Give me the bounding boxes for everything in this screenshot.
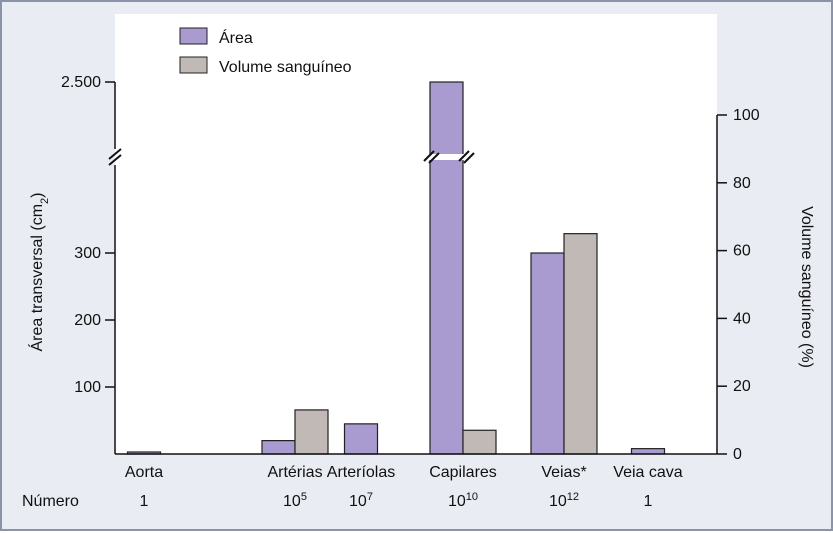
y-tick-label-right: 0 [733,446,742,463]
legend: Área Volume sanguíneo [179,27,352,76]
number-label: 1 [644,493,653,510]
category-label: Veias* [541,464,586,481]
category-label: Aorta [125,464,163,481]
y-tick-label-left: 100 [74,379,101,396]
bar-break-mark [423,150,475,164]
y-tick-label-right: 60 [733,243,751,260]
category-label: Arteríolas [327,464,395,481]
bar-area [261,440,296,455]
bar-volume [294,409,329,455]
y-tick-label-right: 40 [733,310,751,327]
category-label: Capilares [429,464,497,481]
category-labels: Aorta Artérias Arteríolas Capilares Veias* Ve… [125,464,683,481]
y-tick-label-left: 200 [74,312,101,329]
y-tick-label-right: 80 [733,175,751,192]
plot-panel [115,14,717,454]
bar-area [630,448,666,455]
y-tick-label-left: 300 [74,245,101,262]
y-tick-label-left: 2.500 [61,74,101,91]
number-label: 1012 [549,491,579,510]
legend-label-volume: Volume sanguíneo [219,59,352,76]
number-labels: 1 105 107 1010 1012 1 [140,491,653,510]
y-tick-label-right: 100 [733,107,760,124]
legend-swatch-volume [179,56,208,74]
y-tick-label-right: 20 [733,378,751,395]
bar-volume [462,429,497,455]
number-label: 107 [349,491,373,510]
number-label: 1010 [448,491,478,510]
bars-layer [126,81,666,455]
number-row-label: Número [22,493,79,510]
bar-area [530,252,565,455]
tick-labels: 100 200 300 2.500 0 20 40 60 80 100 [61,74,760,463]
bar-area [429,81,464,455]
bar-volume [563,233,598,455]
category-label: Artérias [267,464,322,481]
number-label: 105 [283,491,307,510]
bar-area [343,423,379,455]
axes-layer [105,81,727,455]
legend-label-area: Área [219,28,253,47]
legend-swatch-area [179,27,208,45]
category-label: Veia cava [613,464,682,481]
number-label: 1 [140,493,149,510]
y-axis-left-break [108,148,122,166]
y-axis-left-label: Área transversal (cm2) [27,192,51,351]
y-axis-right-label: Volume sanguíneo (%) [798,206,815,368]
